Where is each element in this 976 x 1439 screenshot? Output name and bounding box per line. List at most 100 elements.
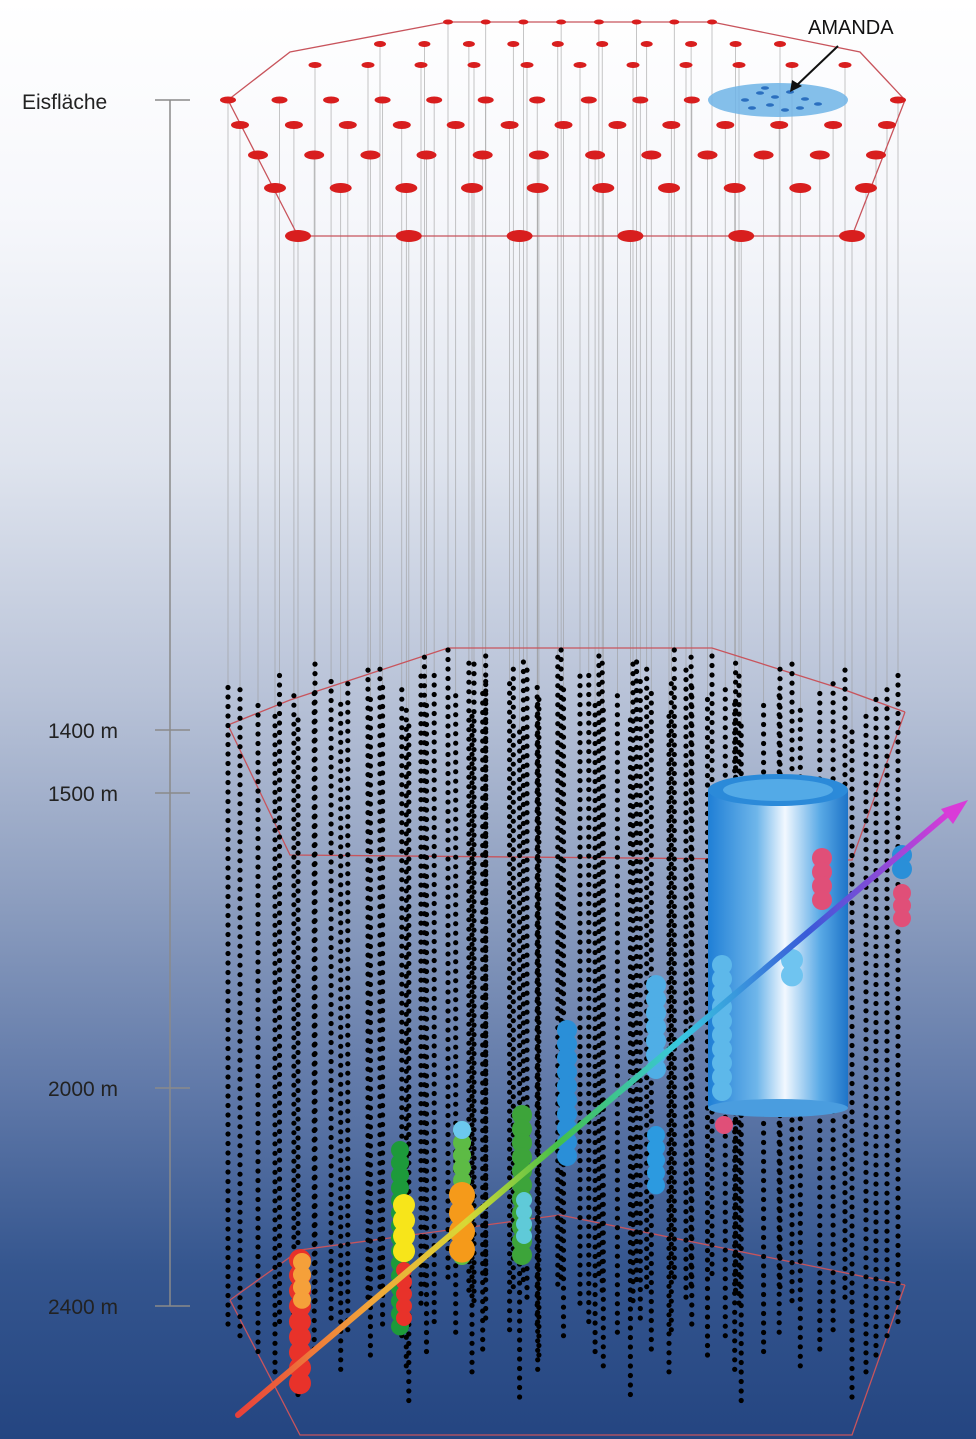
optical-sensor	[471, 1260, 477, 1266]
optical-sensor	[276, 919, 283, 926]
optical-sensor	[469, 903, 475, 909]
optical-sensor	[345, 738, 351, 744]
optical-sensor	[403, 717, 409, 723]
optical-sensor	[895, 1090, 901, 1097]
optical-sensor	[237, 1238, 243, 1244]
optical-sensor	[237, 1067, 243, 1073]
optical-sensor	[445, 694, 451, 701]
optical-sensor	[817, 1317, 823, 1324]
optical-sensor	[614, 1329, 621, 1335]
optical-sensor	[380, 1140, 386, 1147]
optical-sensor	[480, 1004, 486, 1010]
optical-sensor	[817, 738, 823, 744]
optical-sensor	[895, 834, 901, 840]
optical-sensor	[789, 1231, 795, 1237]
optical-sensor	[789, 718, 795, 724]
optical-sensor	[555, 987, 561, 993]
optical-sensor	[671, 979, 677, 986]
optical-sensor	[873, 1266, 879, 1273]
optical-sensor	[311, 1232, 317, 1238]
optical-sensor	[600, 726, 606, 732]
optical-sensor	[328, 992, 334, 998]
optical-sensor	[423, 1168, 430, 1174]
optical-sensor	[555, 825, 561, 831]
optical-sensor	[671, 1236, 677, 1242]
optical-sensor	[683, 905, 689, 911]
optical-sensor	[418, 939, 424, 945]
optical-sensor	[666, 780, 672, 786]
optical-sensor	[510, 904, 516, 910]
optical-sensor	[637, 716, 643, 723]
optical-sensor	[592, 807, 598, 813]
optical-sensor	[225, 998, 231, 1004]
optical-sensor	[689, 855, 695, 862]
optical-sensor	[471, 861, 477, 867]
optical-sensor	[453, 1025, 459, 1031]
optical-sensor	[644, 1227, 650, 1233]
optical-sensor	[367, 1095, 373, 1102]
optical-sensor	[776, 731, 782, 737]
optical-sensor	[644, 837, 650, 843]
optical-sensor	[469, 913, 475, 919]
optical-sensor	[722, 1143, 728, 1149]
optical-sensor	[466, 1287, 472, 1293]
optical-sensor	[524, 705, 530, 711]
optical-sensor	[671, 742, 677, 748]
optical-sensor	[761, 1301, 767, 1307]
optical-sensor	[423, 968, 430, 975]
optical-sensor	[431, 815, 437, 821]
optical-sensor	[453, 921, 459, 927]
optical-sensor	[689, 1216, 695, 1223]
optical-sensor	[689, 912, 695, 919]
optical-sensor	[535, 948, 541, 954]
optical-sensor	[592, 997, 598, 1003]
optical-sensor	[560, 801, 567, 807]
optical-sensor	[644, 1255, 650, 1261]
optical-sensor	[466, 1050, 472, 1056]
optical-sensor	[480, 947, 486, 953]
optical-sensor	[560, 829, 567, 835]
optical-sensor	[668, 814, 674, 820]
optical-sensor	[345, 766, 351, 772]
optical-sensor	[536, 1304, 542, 1311]
optical-sensor	[761, 1177, 767, 1184]
optical-sensor	[709, 662, 715, 669]
optical-sensor	[614, 930, 621, 936]
optical-sensor	[668, 1175, 674, 1181]
optical-sensor	[423, 864, 430, 870]
optical-sensor	[480, 776, 486, 782]
optical-sensor	[577, 873, 583, 879]
optical-sensor	[600, 973, 606, 979]
optical-sensor	[535, 1024, 541, 1030]
optical-sensor	[328, 878, 334, 884]
optical-sensor	[555, 949, 561, 955]
optical-sensor	[842, 1218, 848, 1224]
optical-sensor	[272, 1217, 278, 1223]
optical-sensor	[577, 1186, 583, 1192]
optical-sensor	[524, 914, 530, 920]
optical-sensor	[689, 817, 695, 824]
optical-sensor	[592, 921, 598, 927]
optical-sensor	[666, 1150, 672, 1156]
optical-sensor	[683, 1275, 689, 1281]
optical-sensor	[689, 1254, 695, 1261]
optical-sensor	[291, 1168, 297, 1174]
optical-sensor	[338, 958, 344, 964]
optical-sensor	[445, 1036, 451, 1043]
optical-sensor	[507, 814, 513, 820]
optical-sensor	[736, 711, 742, 717]
optical-sensor	[558, 647, 564, 653]
optical-sensor	[600, 1268, 606, 1274]
optical-sensor	[418, 882, 424, 888]
optical-sensor	[466, 926, 472, 932]
optical-sensor	[704, 1124, 711, 1130]
optical-sensor	[507, 1137, 513, 1143]
optical-sensor	[895, 1223, 901, 1230]
optical-sensor	[421, 654, 427, 660]
optical-sensor	[291, 759, 297, 765]
optical-sensor	[842, 753, 848, 759]
optical-sensor	[592, 1253, 598, 1260]
optical-sensor	[276, 1299, 283, 1306]
optical-sensor	[225, 1311, 231, 1318]
optical-sensor	[469, 1359, 475, 1365]
